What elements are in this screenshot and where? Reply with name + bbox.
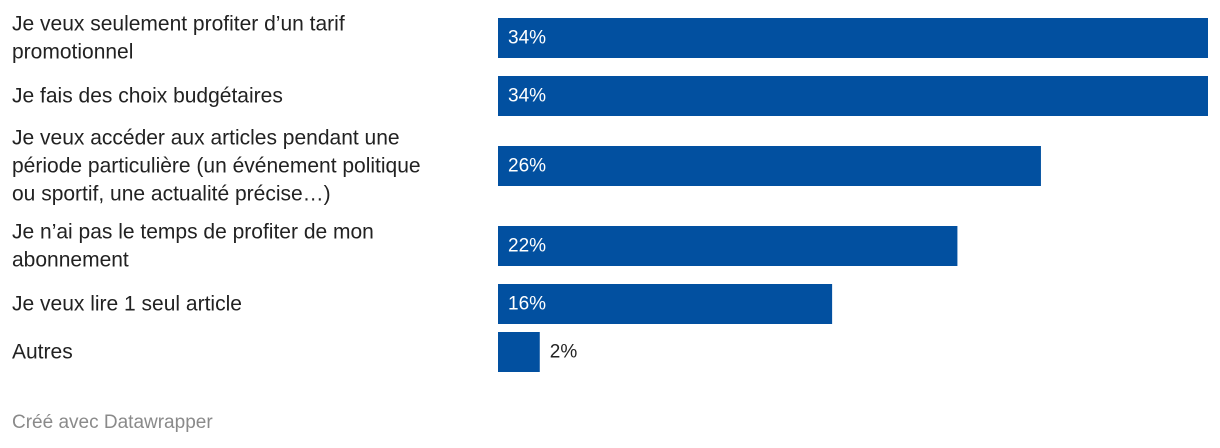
category-label: Je n’ai pas le temps de profiter de mon a… [12, 221, 374, 272]
category-label: Je veux accéder aux articles pendant une… [12, 127, 421, 206]
category-label: Je fais des choix budgétaires [12, 85, 283, 108]
value-label: 22% [508, 236, 546, 257]
datawrapper-credit: Créé avec Datawrapper [12, 412, 213, 433]
bar [498, 332, 540, 372]
bar [498, 76, 1208, 116]
category-label: Autres [12, 341, 73, 364]
bar [498, 146, 1041, 186]
value-label: 26% [508, 156, 546, 177]
bar [498, 18, 1208, 58]
value-label: 2% [550, 342, 578, 363]
value-label: 16% [508, 294, 546, 315]
category-label: Je veux lire 1 seul article [12, 293, 242, 316]
value-label: 34% [508, 86, 546, 107]
value-label: 34% [508, 28, 546, 49]
bar-chart: Je veux seulement profiter d’un tarif pro… [12, 13, 1208, 372]
bar [498, 226, 958, 266]
bar [498, 284, 833, 324]
category-label: Je veux seulement profiter d’un tarif pro… [12, 13, 345, 64]
